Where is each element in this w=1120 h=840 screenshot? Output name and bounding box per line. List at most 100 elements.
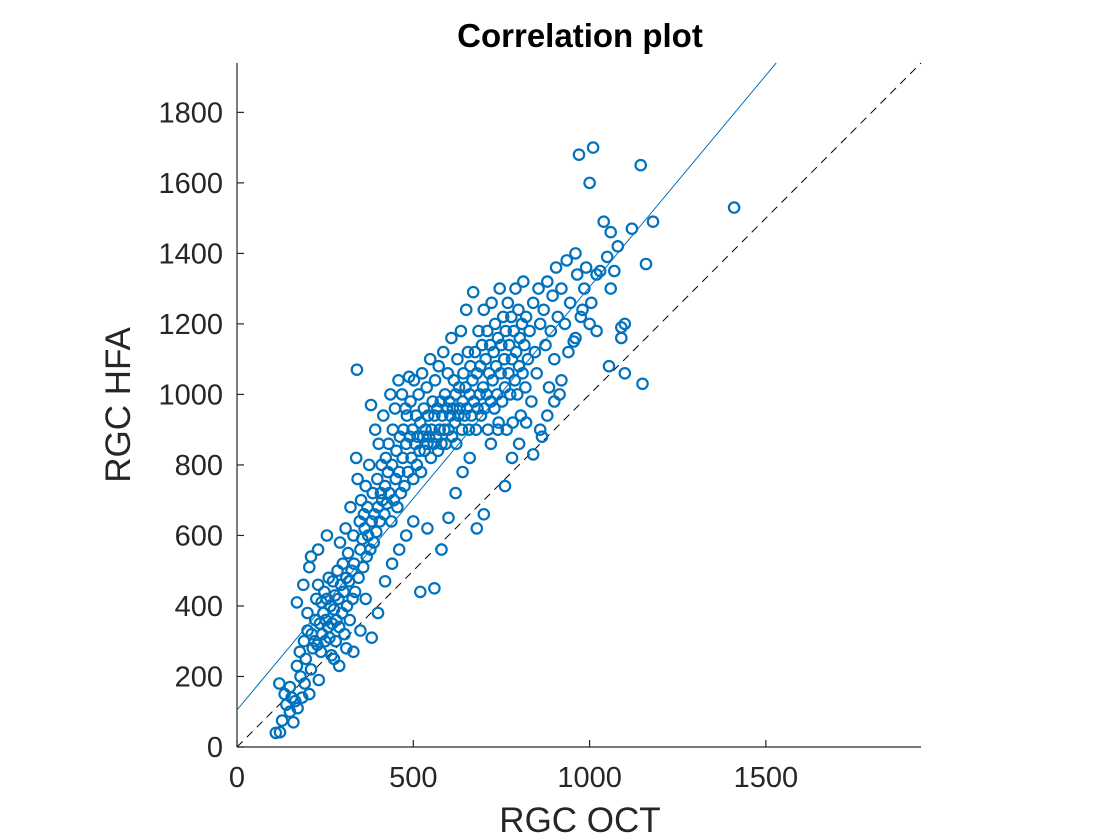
data-point xyxy=(272,677,286,690)
data-point xyxy=(391,500,404,514)
data-point xyxy=(485,296,498,310)
data-point xyxy=(311,543,325,556)
data-point xyxy=(290,596,304,609)
data-point xyxy=(423,352,437,366)
data-point xyxy=(530,366,543,380)
data-point xyxy=(469,423,483,436)
data-point xyxy=(413,444,426,458)
data-point xyxy=(394,486,408,500)
data-point xyxy=(526,448,540,461)
data-point xyxy=(475,338,489,352)
data-point xyxy=(456,465,469,479)
data-point xyxy=(611,240,625,253)
x-tick-label: 500 xyxy=(389,762,437,794)
data-point xyxy=(523,324,536,338)
data-point xyxy=(369,525,383,539)
data-point xyxy=(332,659,346,673)
x-tick-label: 1000 xyxy=(557,762,622,794)
data-point xyxy=(560,254,573,267)
data-point xyxy=(275,714,289,727)
data-point xyxy=(516,275,530,288)
data-point xyxy=(470,366,484,380)
data-point xyxy=(435,543,448,556)
data-point xyxy=(283,680,297,694)
data-point xyxy=(320,529,334,542)
data-point xyxy=(574,310,588,324)
data-point xyxy=(428,373,442,387)
identity-line xyxy=(236,62,922,748)
data-point xyxy=(345,564,358,577)
data-point xyxy=(468,345,482,359)
data-point xyxy=(424,451,438,465)
data-point xyxy=(576,303,589,317)
data-point xyxy=(366,486,379,500)
data-point xyxy=(521,352,535,366)
data-point xyxy=(493,282,506,295)
data-point xyxy=(399,437,413,451)
data-point xyxy=(407,373,421,387)
data-point xyxy=(452,409,465,422)
data-point xyxy=(537,303,550,317)
data-point xyxy=(618,317,632,331)
data-point xyxy=(406,515,420,528)
data-point xyxy=(519,310,533,324)
data-point xyxy=(586,141,600,154)
data-point xyxy=(382,437,395,451)
data-point xyxy=(273,725,287,739)
data-point xyxy=(400,409,414,422)
data-point xyxy=(341,546,355,560)
data-point xyxy=(488,317,502,331)
data-point xyxy=(590,324,603,338)
data-point xyxy=(646,215,660,228)
data-point xyxy=(479,352,492,366)
data-point xyxy=(421,522,434,535)
data-point xyxy=(484,437,498,451)
data-point xyxy=(344,500,357,514)
data-point xyxy=(604,282,617,295)
data-point xyxy=(553,388,566,401)
data-point xyxy=(549,261,563,274)
data-point xyxy=(371,606,385,620)
data-point xyxy=(433,423,446,436)
data-point xyxy=(508,373,522,387)
data-point xyxy=(547,395,561,408)
data-point xyxy=(448,416,462,429)
data-point xyxy=(525,395,538,408)
data-point xyxy=(349,451,363,465)
chart-title: Correlation plot xyxy=(457,17,703,54)
data-point xyxy=(454,324,468,338)
data-point xyxy=(502,366,515,380)
data-point xyxy=(388,402,402,415)
data-point xyxy=(442,395,456,408)
y-axis-label: RGC HFA xyxy=(99,327,138,483)
data-point xyxy=(614,331,628,345)
data-point xyxy=(351,472,364,486)
data-point xyxy=(385,557,399,570)
data-point xyxy=(302,560,316,574)
data-point xyxy=(288,694,302,708)
data-point xyxy=(503,388,517,401)
data-point xyxy=(618,366,632,380)
y-tick-label: 800 xyxy=(175,450,223,482)
x-tick-label: 0 xyxy=(229,762,245,794)
data-point xyxy=(384,388,397,401)
data-point xyxy=(540,275,554,288)
data-point xyxy=(378,574,392,588)
y-tick-label: 1400 xyxy=(158,238,223,270)
data-point xyxy=(333,536,347,549)
data-point xyxy=(428,409,441,422)
data-point xyxy=(451,352,464,366)
data-point xyxy=(577,282,591,295)
data-point xyxy=(462,423,476,436)
data-point xyxy=(477,303,491,317)
y-tick-label: 1200 xyxy=(158,309,223,341)
data-point xyxy=(354,624,367,637)
data-point xyxy=(526,296,540,310)
data-point xyxy=(482,366,496,380)
data-point xyxy=(498,479,512,493)
data-point xyxy=(318,585,331,599)
data-point xyxy=(442,423,455,436)
data-point xyxy=(471,402,484,415)
data-point xyxy=(499,324,512,338)
